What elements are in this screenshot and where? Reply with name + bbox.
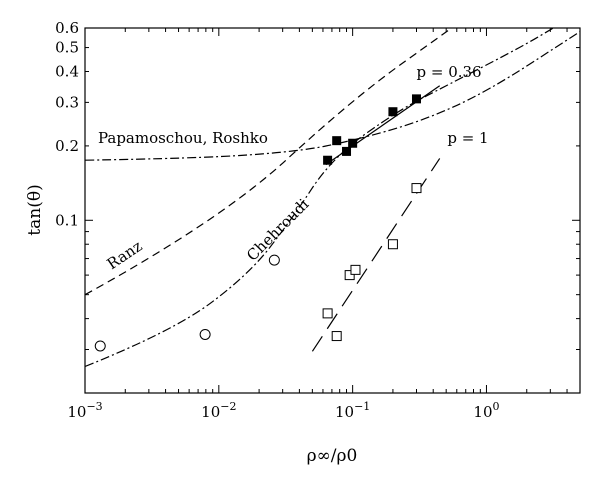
annotation-ranz: Ranz [104, 237, 146, 273]
x-axis-label: ρ∞/ρ0 [307, 446, 358, 466]
open-square-point [344, 270, 355, 281]
data-markers [94, 94, 422, 352]
y-axis-label: tan(θ) [25, 184, 45, 235]
open-square-point [322, 308, 333, 319]
y-tick-label: 0.5 [55, 39, 79, 57]
annotation-p036: p = 0.36 [416, 63, 481, 81]
open-circle-point [268, 254, 280, 266]
open-square-point [331, 331, 342, 342]
y-tick-label: 0.6 [55, 19, 79, 37]
x-tick-label: 10−1 [335, 400, 370, 421]
curve-chehroudi [85, 28, 554, 368]
annotation-papamoschou: Papamoschou, Roshko [98, 129, 268, 147]
tick-labels: 10−3 10−2 10−1 100 0.1 0.2 0.3 0.4 0.5 0.6 [55, 19, 499, 421]
annotation-chehroudi: Chehroudi [243, 195, 312, 264]
annotation-p1: p = 1 [447, 129, 488, 147]
curve-ranz [85, 28, 453, 296]
y-tick-label: 0.2 [55, 137, 79, 155]
filled-square-point [332, 136, 342, 146]
filled-square-point [342, 146, 352, 156]
open-square-point [350, 264, 361, 275]
x-tick-label: 10−3 [67, 400, 102, 421]
x-tick-label: 10−2 [201, 400, 236, 421]
curve-papamoschou-roshko [85, 31, 580, 161]
filled-square-point [323, 155, 333, 165]
open-circle-point [199, 328, 211, 340]
y-tick-label: 0.4 [55, 63, 79, 81]
open-square-point [411, 183, 422, 194]
y-tick-label: 0.3 [55, 93, 79, 111]
filled-square-point [411, 94, 421, 104]
x-tick-label: 100 [473, 400, 499, 421]
y-tick-label: 0.1 [55, 211, 79, 229]
axis-ticks [84, 27, 581, 394]
open-square-point [387, 239, 398, 250]
filled-square-point [388, 107, 398, 117]
filled-square-point [348, 138, 358, 148]
open-circle-point [94, 340, 106, 352]
plot-frame [84, 27, 581, 394]
